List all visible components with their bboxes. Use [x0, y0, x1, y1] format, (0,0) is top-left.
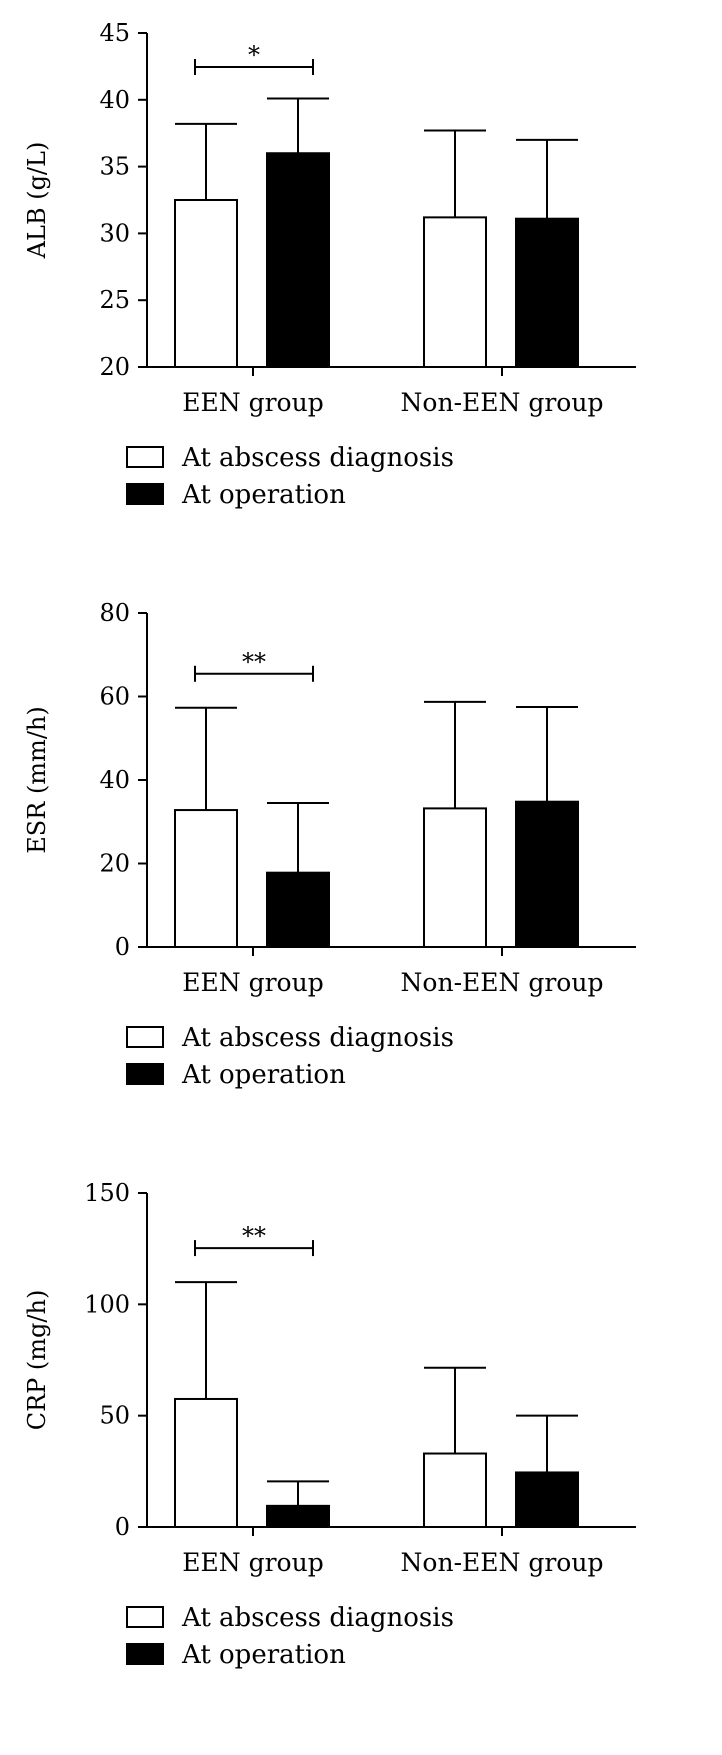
legend-label-at-abscess-diagnosis: At abscess diagnosis [181, 443, 454, 473]
legend-swatch-at-abscess-diagnosis [126, 1026, 164, 1048]
bar-een-group-at-abscess-diagnosis [174, 809, 238, 948]
esr-chart: 0 20 40 60 80 ESR (mm/h) EEN group Non-EEN grou… [23, 599, 636, 1090]
legend-swatch-at-abscess-diagnosis [126, 446, 164, 468]
bar-non-een-group-at-abscess-diagnosis [423, 216, 487, 368]
bar-een-group-at-operation [266, 152, 330, 368]
y-tick-label: 50 [99, 1402, 130, 1430]
legend-label-at-operation: At operation [181, 480, 346, 510]
legend-label-at-abscess-diagnosis: At abscess diagnosis [181, 1603, 454, 1633]
legend-label-at-operation: At operation [181, 1640, 346, 1670]
y-tick-label: 40 [99, 86, 130, 114]
y-tick-label: 0 [115, 933, 130, 961]
legend-swatch-at-operation [126, 1063, 164, 1085]
y-tick-label: 45 [99, 19, 130, 47]
bar-non-een-group-at-operation [515, 217, 579, 368]
significance-label: * [248, 41, 260, 69]
x-category-label: EEN group [182, 388, 323, 417]
bar-een-group-at-operation [266, 1504, 330, 1529]
y-tick-label: 40 [99, 766, 130, 794]
y-tick-label: 20 [99, 850, 130, 878]
bar-non-een-group-at-operation [515, 800, 579, 948]
y-axis-title: CRP (mg/h) [23, 1290, 51, 1431]
crp-chart-panel: 0 50 100 150 CRP (mg/h) EEN group Non-EEN grou… [0, 1160, 722, 1755]
x-category-label: Non-EEN group [401, 1548, 604, 1577]
x-category-label: EEN group [182, 968, 323, 997]
y-tick-label: 150 [84, 1179, 130, 1207]
alb-chart: 20 25 30 35 40 45 ALB (g/L) EEN group Non-EEN gr… [23, 19, 636, 510]
bar-non-een-group-at-abscess-diagnosis [423, 1452, 487, 1528]
y-tick-label: 35 [99, 153, 130, 181]
legend-label-at-abscess-diagnosis: At abscess diagnosis [181, 1023, 454, 1053]
x-category-label: Non-EEN group [401, 388, 604, 417]
y-tick-label: 0 [115, 1513, 130, 1541]
bar-een-group-at-operation [266, 871, 330, 948]
y-tick-label: 80 [99, 599, 130, 627]
legend-swatch-at-abscess-diagnosis [126, 1606, 164, 1628]
x-category-label: EEN group [182, 1548, 323, 1577]
significance-label: ** [242, 648, 266, 676]
bar-een-group-at-abscess-diagnosis [174, 199, 238, 368]
crp-chart: 0 50 100 150 CRP (mg/h) EEN group Non-EEN grou… [23, 1179, 636, 1670]
bar-een-group-at-abscess-diagnosis [174, 1397, 238, 1528]
y-tick-label: 60 [99, 683, 130, 711]
y-tick-label: 25 [99, 286, 130, 314]
significance-label: ** [242, 1222, 266, 1250]
esr-chart-panel: 0 20 40 60 80 ESR (mm/h) EEN group Non-EEN grou… [0, 580, 722, 1160]
legend-label-at-operation: At operation [181, 1060, 346, 1090]
y-tick-label: 100 [84, 1290, 130, 1318]
alb-chart-panel: 20 25 30 35 40 45 ALB (g/L) EEN group Non-EEN gr… [0, 0, 722, 580]
x-category-label: Non-EEN group [401, 968, 604, 997]
legend-swatch-at-operation [126, 1643, 164, 1665]
y-axis-title: ESR (mm/h) [23, 706, 51, 853]
bar-non-een-group-at-operation [515, 1471, 579, 1528]
y-axis-title: ALB (g/L) [23, 142, 51, 260]
legend-swatch-at-operation [126, 483, 164, 505]
y-tick-label: 30 [99, 219, 130, 247]
y-tick-label: 20 [99, 353, 130, 381]
bar-non-een-group-at-abscess-diagnosis [423, 807, 487, 948]
